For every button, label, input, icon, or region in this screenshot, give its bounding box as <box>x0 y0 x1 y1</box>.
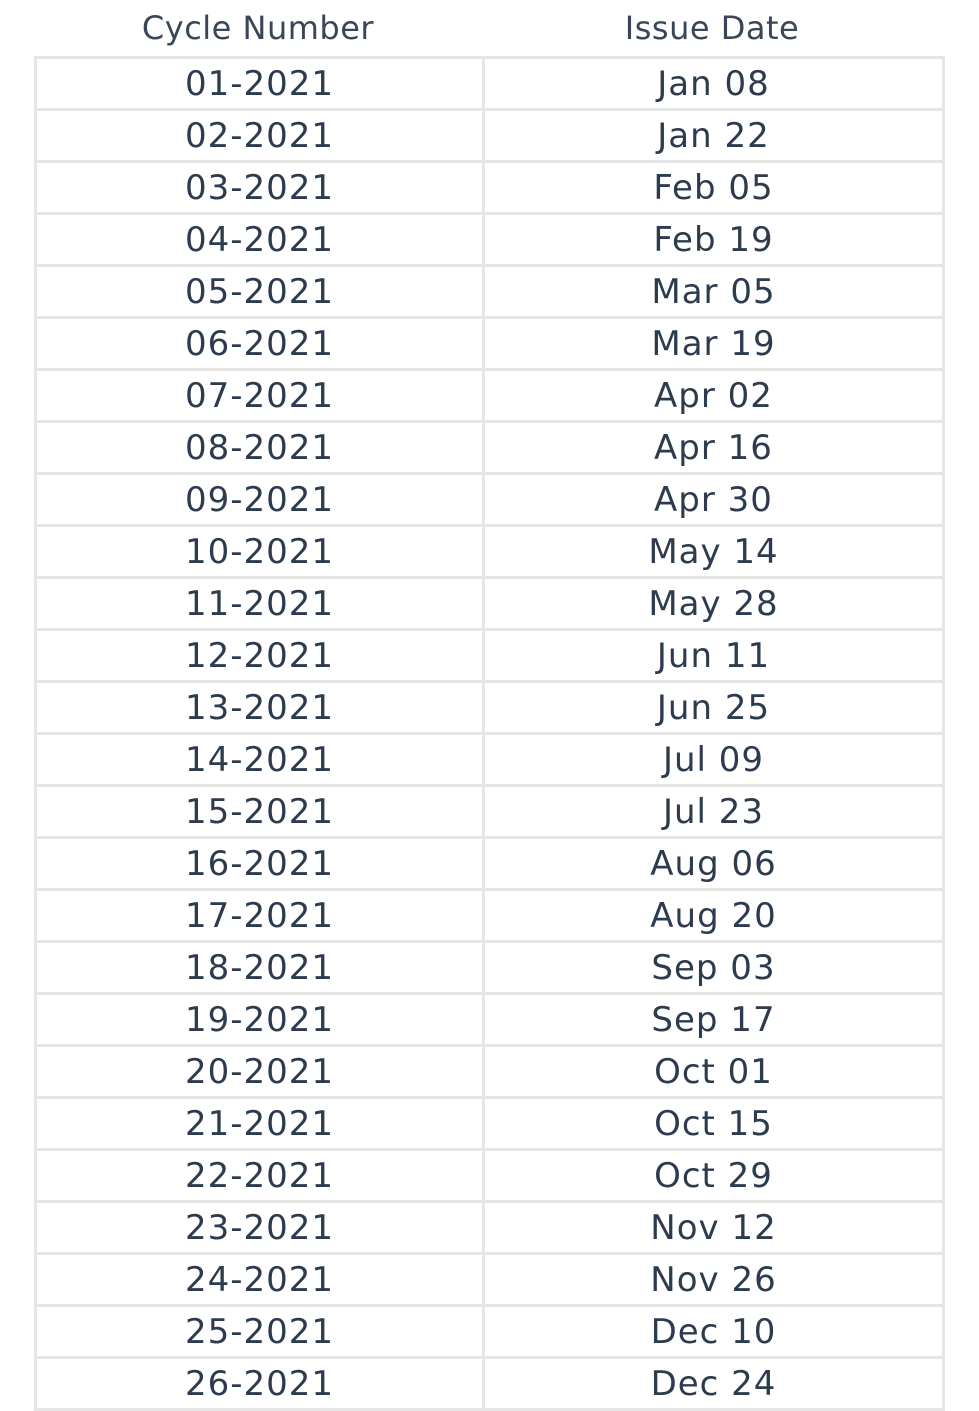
issue-date-cell: Mar 19 <box>482 316 945 371</box>
table-row: 18-2021 Sep 03 <box>34 940 945 995</box>
cycle-number-cell: 26-2021 <box>34 1356 485 1411</box>
issue-date-cell: Dec 24 <box>482 1356 945 1411</box>
table-row: 08-2021 Apr 16 <box>34 420 945 475</box>
table-row: 21-2021 Oct 15 <box>34 1096 945 1151</box>
issue-date-cell: Aug 20 <box>482 888 945 943</box>
table-row: 02-2021 Jan 22 <box>34 108 945 163</box>
issue-date-cell: Jan 08 <box>482 56 945 111</box>
issue-date-cell: Jan 22 <box>482 108 945 163</box>
cycle-number-cell: 16-2021 <box>34 836 485 891</box>
table-row: 11-2021 May 28 <box>34 576 945 631</box>
issue-date-cell: Jun 25 <box>482 680 945 735</box>
table-row: 07-2021 Apr 02 <box>34 368 945 423</box>
table-row: 03-2021 Feb 05 <box>34 160 945 215</box>
issue-date-cell: Feb 19 <box>482 212 945 267</box>
table-row: 16-2021 Aug 06 <box>34 836 945 891</box>
issue-date-cell: Jun 11 <box>482 628 945 683</box>
table-row: 25-2021 Dec 10 <box>34 1304 945 1359</box>
table-row: 01-2021 Jan 08 <box>34 56 945 111</box>
issue-date-cell: May 14 <box>482 524 945 579</box>
issue-date-cell: Oct 01 <box>482 1044 945 1099</box>
table-row: 10-2021 May 14 <box>34 524 945 579</box>
issue-date-cell: May 28 <box>482 576 945 631</box>
issue-date-cell: Jul 23 <box>482 784 945 839</box>
cycle-number-cell: 18-2021 <box>34 940 485 995</box>
cycle-number-cell: 21-2021 <box>34 1096 485 1151</box>
issue-date-cell: Sep 17 <box>482 992 945 1047</box>
cycle-number-cell: 07-2021 <box>34 368 485 423</box>
issue-date-cell: Nov 26 <box>482 1252 945 1307</box>
cycle-number-cell: 06-2021 <box>34 316 485 371</box>
issue-date-cell: Aug 06 <box>482 836 945 891</box>
issue-date-cell: Apr 30 <box>482 472 945 527</box>
table-header: Cycle Number Issue Date <box>34 0 942 56</box>
issue-schedule-table: 01-2021 Jan 08 02-2021 Jan 22 03-2021 Feb 0… <box>34 56 945 1411</box>
cycle-number-cell: 22-2021 <box>34 1148 485 1203</box>
issue-date-cell: Nov 12 <box>482 1200 945 1255</box>
issue-date-cell: Apr 16 <box>482 420 945 475</box>
table-row: 13-2021 Jun 25 <box>34 680 945 735</box>
cycle-number-cell: 12-2021 <box>34 628 485 683</box>
cycle-number-cell: 14-2021 <box>34 732 485 787</box>
cycle-number-cell: 19-2021 <box>34 992 485 1047</box>
cycle-number-cell: 10-2021 <box>34 524 485 579</box>
issue-date-cell: Apr 02 <box>482 368 945 423</box>
table-row: 06-2021 Mar 19 <box>34 316 945 371</box>
issue-date-cell: Feb 05 <box>482 160 945 215</box>
table-row: 12-2021 Jun 11 <box>34 628 945 683</box>
cycle-number-cell: 02-2021 <box>34 108 485 163</box>
cycle-number-cell: 13-2021 <box>34 680 485 735</box>
table-row: 04-2021 Feb 19 <box>34 212 945 267</box>
column-header-cycle-number: Cycle Number <box>141 9 375 47</box>
cycle-number-cell: 01-2021 <box>34 56 485 111</box>
cycle-number-cell: 08-2021 <box>34 420 485 475</box>
cycle-number-cell: 04-2021 <box>34 212 485 267</box>
issue-date-cell: Oct 29 <box>482 1148 945 1203</box>
table-row: 14-2021 Jul 09 <box>34 732 945 787</box>
table-row: 09-2021 Apr 30 <box>34 472 945 527</box>
cycle-number-cell: 09-2021 <box>34 472 485 527</box>
table-row: 24-2021 Nov 26 <box>34 1252 945 1307</box>
table-row: 15-2021 Jul 23 <box>34 784 945 839</box>
issue-date-cell: Dec 10 <box>482 1304 945 1359</box>
issue-date-cell: Oct 15 <box>482 1096 945 1151</box>
cycle-number-cell: 23-2021 <box>34 1200 485 1255</box>
table-row: 05-2021 Mar 05 <box>34 264 945 319</box>
issue-date-cell: Sep 03 <box>482 940 945 995</box>
cycle-number-cell: 03-2021 <box>34 160 485 215</box>
table-body: 01-2021 Jan 08 02-2021 Jan 22 03-2021 Feb 0… <box>34 56 945 1411</box>
cycle-number-cell: 25-2021 <box>34 1304 485 1359</box>
table-row: 17-2021 Aug 20 <box>34 888 945 943</box>
table-row: 20-2021 Oct 01 <box>34 1044 945 1099</box>
cycle-number-cell: 05-2021 <box>34 264 485 319</box>
table-row: 23-2021 Nov 12 <box>34 1200 945 1255</box>
table-row: 26-2021 Dec 24 <box>34 1356 945 1411</box>
table-row: 22-2021 Oct 29 <box>34 1148 945 1203</box>
column-header-issue-date: Issue Date <box>624 9 800 47</box>
issue-date-cell: Mar 05 <box>482 264 945 319</box>
cycle-number-cell: 20-2021 <box>34 1044 485 1099</box>
cycle-number-cell: 17-2021 <box>34 888 485 943</box>
cycle-number-cell: 24-2021 <box>34 1252 485 1307</box>
cycle-number-cell: 15-2021 <box>34 784 485 839</box>
cycle-number-cell: 11-2021 <box>34 576 485 631</box>
table-row: 19-2021 Sep 17 <box>34 992 945 1047</box>
issue-date-cell: Jul 09 <box>482 732 945 787</box>
